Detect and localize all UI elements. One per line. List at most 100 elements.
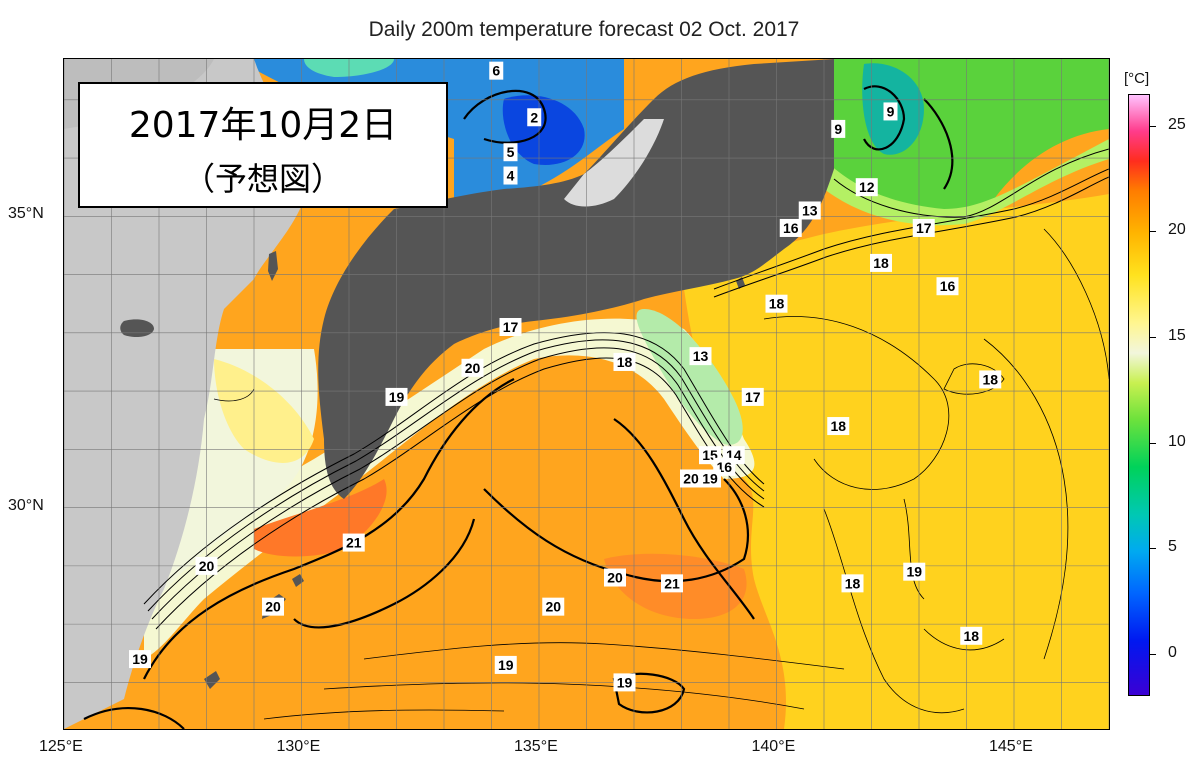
- longitude-tick-label: 130°E: [276, 738, 321, 755]
- longitude-tick-label: 135°E: [514, 738, 558, 755]
- contour-label: 13: [689, 347, 712, 366]
- contour-label-text: 18: [982, 371, 998, 387]
- contour-label: 2: [527, 108, 542, 127]
- chart-title: Daily 200m temperature forecast 02 Oct. …: [368, 18, 800, 41]
- contour-label: 18: [765, 294, 788, 313]
- contour-label-text: 19: [498, 657, 514, 673]
- contour-label-text: 6: [492, 63, 500, 79]
- contour-label-text: 13: [693, 348, 709, 364]
- contour-label-text: 5: [507, 144, 515, 160]
- contour-label: 20: [461, 358, 484, 377]
- contour-label: 18: [613, 352, 636, 371]
- colorbar-tick-mark: [1150, 548, 1156, 550]
- colorbar-tick-label: 10: [1168, 432, 1186, 450]
- contour-label: 21: [342, 533, 365, 552]
- contour-label: 12: [855, 178, 878, 197]
- contour-label: 18: [870, 253, 892, 272]
- east-china-sea-yellow: [214, 359, 314, 463]
- contour-label-text: 9: [887, 103, 895, 119]
- kuroshio-front-contours: [143, 148, 1109, 630]
- temperature-colorbar: [1128, 94, 1150, 696]
- ocean-eastern-yellow: [684, 194, 1109, 729]
- contour-label-text: 18: [830, 418, 846, 434]
- contour-label: 18: [827, 417, 850, 436]
- contour-label-text: 20: [199, 558, 215, 574]
- contour-label-text: 18: [769, 296, 785, 312]
- islands-ryukyu-2: [204, 671, 220, 689]
- contour-label-text: 13: [802, 202, 818, 218]
- contour-label: 19: [385, 387, 408, 406]
- latitude-tick-label: 30°N: [8, 496, 44, 514]
- colorbar-unit: [°C]: [1124, 70, 1150, 87]
- contour-label-text: 2: [530, 109, 538, 125]
- contour-label: 18: [960, 626, 983, 645]
- contour-label-text: 19: [617, 674, 633, 690]
- contour-label: 4: [503, 166, 518, 185]
- landmass-china-korea: [64, 59, 314, 729]
- forecast-caption: （予想図）: [182, 160, 343, 198]
- contour-label: 17: [741, 387, 764, 406]
- contour-label-text: 16: [940, 278, 956, 294]
- contour-label: 20: [262, 597, 284, 616]
- longitude-tick-label: 140°E: [751, 738, 796, 755]
- contour-label: 20: [680, 469, 702, 488]
- colorbar-tick-label: 20: [1168, 221, 1186, 239]
- contour-label-text: 20: [265, 599, 281, 615]
- colorbar-tick-mark: [1150, 231, 1156, 233]
- contour-label: 9: [831, 119, 846, 138]
- contour-label-text: 9: [834, 121, 842, 137]
- islands-ryukyu-3: [292, 574, 304, 587]
- forecast-date: 2017年10月2日: [128, 105, 398, 146]
- contour-label-text: 19: [702, 470, 718, 486]
- latitude-tick-label: 35°N: [8, 205, 44, 223]
- contour-label: 5: [503, 143, 518, 162]
- colorbar-tick-label: 5: [1168, 538, 1177, 556]
- contour-label: 9: [883, 102, 898, 121]
- contour-label-text: 12: [859, 179, 875, 195]
- contour-label-text: 16: [783, 220, 799, 236]
- colorbar-tick-label: 25: [1168, 115, 1186, 133]
- colorbar-tick-mark: [1150, 442, 1156, 444]
- contour-label: 18: [841, 574, 864, 593]
- contour-label-text: 18: [873, 255, 889, 271]
- contour-label-text: 20: [545, 599, 561, 615]
- landmass-japan: [318, 59, 834, 499]
- contour-label-text: 19: [132, 651, 148, 667]
- ocean-northeast-front: [824, 139, 1109, 226]
- contour-label: 19: [699, 469, 721, 488]
- contour-label: 18: [979, 370, 1002, 389]
- island-tsushima: [268, 251, 278, 281]
- contour-label-text: 19: [389, 389, 405, 405]
- contour-label: 13: [798, 201, 821, 220]
- landmass-japan-sea-coast: [564, 119, 664, 207]
- contour-label-text: 20: [607, 570, 623, 586]
- contour-label-text: 17: [916, 220, 932, 236]
- contour-label-text: 4: [507, 168, 515, 184]
- contour-label-text: 17: [503, 319, 519, 335]
- contour-label-text: 18: [617, 354, 633, 370]
- contour-label: 21: [661, 574, 683, 593]
- contour-label-text: 21: [664, 575, 680, 591]
- contour-label: 6: [489, 61, 504, 80]
- contour-label: 20: [195, 556, 218, 575]
- contour-label: 20: [542, 597, 565, 616]
- longitude-tick-label: 125°E: [39, 738, 83, 755]
- longitude-tick-label: 145°E: [989, 738, 1033, 755]
- contour-label-text: 20: [683, 470, 699, 486]
- colorbar-tick-label: 15: [1168, 326, 1186, 344]
- contour-label: 17: [912, 218, 935, 237]
- contour-label: 19: [903, 562, 926, 581]
- contour-label-text: 17: [745, 389, 761, 405]
- contour-label: 19: [613, 673, 636, 692]
- forecast-date-box: 2017年10月2日 （予想図）: [78, 82, 448, 208]
- contour-label: 17: [499, 318, 522, 336]
- contour-label-text: 19: [906, 564, 922, 580]
- colorbar-tick-label: 0: [1168, 643, 1177, 661]
- contour-label-text: 18: [845, 575, 861, 591]
- contour-label: 16: [936, 277, 959, 296]
- colorbar-tick-mark: [1150, 336, 1156, 338]
- contour-label: 19: [129, 650, 151, 669]
- sea-of-japan-deep: [502, 95, 585, 165]
- contour-label-text: 20: [465, 360, 481, 376]
